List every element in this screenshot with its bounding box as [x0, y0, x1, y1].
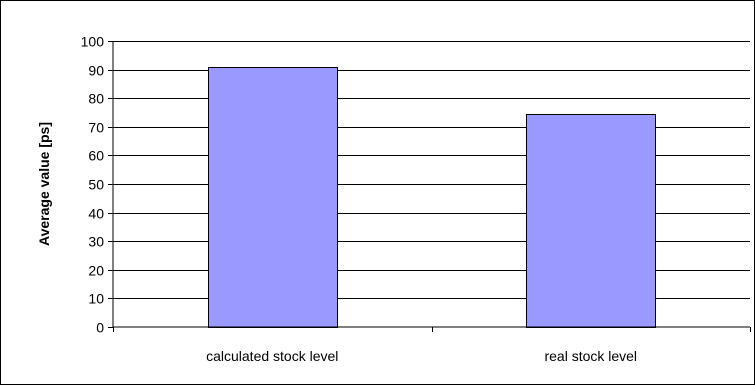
y-tick-label: 10	[88, 291, 104, 307]
bar-1	[526, 114, 656, 328]
axes	[108, 41, 751, 332]
y-tick-label: 0	[96, 320, 104, 336]
category-label: real stock level	[544, 348, 637, 364]
y-tick-label: 40	[88, 206, 104, 222]
y-tick-label: 20	[88, 263, 104, 279]
category-labels: calculated stock level real stock level	[206, 348, 637, 364]
y-tick-label: 70	[88, 120, 104, 136]
bars	[208, 67, 656, 328]
bar-0	[208, 67, 338, 328]
y-tick-label: 100	[81, 34, 105, 50]
y-tick-label: 60	[88, 148, 104, 164]
y-tick-label: 50	[88, 177, 104, 193]
y-tick-label: 30	[88, 234, 104, 250]
y-tick-labels: 0 10 20 30 40 50 60 70 80 90 100	[81, 34, 105, 336]
y-axis-title: Average value [ps]	[36, 122, 52, 246]
y-tick-label: 80	[88, 91, 104, 107]
y-tick-label: 90	[88, 63, 104, 79]
category-label: calculated stock level	[206, 348, 338, 364]
